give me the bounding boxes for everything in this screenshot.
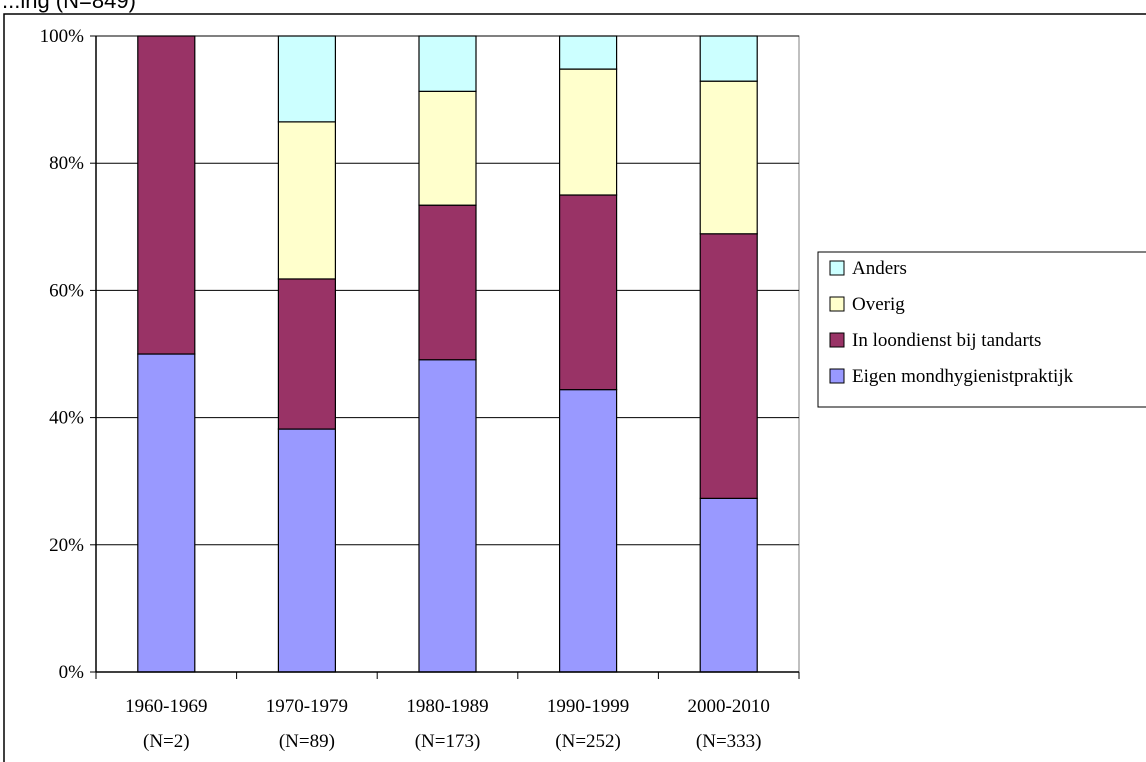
bar-segment (700, 81, 757, 234)
x-tick-sublabel: (N=89) (279, 731, 335, 752)
legend-label: Eigen mondhygienistpraktijk (852, 366, 1074, 387)
y-tick-label: 20% (49, 535, 84, 556)
legend-label: Overig (852, 294, 905, 315)
bar-segment (138, 36, 195, 354)
legend-label: Anders (852, 258, 907, 279)
x-tick-sublabel: (N=173) (415, 731, 481, 752)
bar-segment (560, 69, 617, 195)
legend-swatch (830, 261, 844, 275)
x-tick-label: 1970-1979 (266, 696, 348, 717)
x-tick-sublabel: (N=333) (696, 731, 762, 752)
bar-segment (560, 195, 617, 390)
y-axis: 0% 20% 40% 60% 80% 100% (40, 26, 96, 683)
bar-segment (419, 205, 476, 360)
x-tick-label: 2000-2010 (688, 696, 770, 717)
bar-segment (560, 36, 617, 69)
y-tick-label: 0% (59, 662, 85, 683)
bar-segment (419, 360, 476, 672)
bar-segment (278, 122, 335, 279)
x-tick-sublabel: (N=252) (555, 731, 621, 752)
bar-segment (138, 354, 195, 672)
bar-segment (419, 36, 476, 91)
bar-segment (700, 234, 757, 499)
bar-segment (700, 498, 757, 672)
legend-swatch (830, 297, 844, 311)
bar-segment (278, 36, 335, 122)
y-tick-label: 80% (49, 153, 84, 174)
legend-swatch (830, 369, 844, 383)
x-tick-label: 1980-1989 (406, 696, 488, 717)
legend-label: In loondienst bij tandarts (852, 330, 1041, 351)
chart-title: ...ing (N=849) (2, 0, 136, 13)
y-tick-label: 40% (49, 408, 84, 429)
y-tick-label: 100% (40, 26, 85, 47)
legend-swatch (830, 333, 844, 347)
x-axis: 1960-1969 (N=2) 1970-1979 (N=89) 1980-1989 (N… (96, 672, 799, 752)
y-tick-label: 60% (49, 280, 84, 301)
x-tick-label: 1960-1969 (125, 696, 207, 717)
bar-segment (419, 91, 476, 205)
legend: Anders Overig In loondienst bij tandarts Ei… (818, 252, 1146, 407)
x-tick-sublabel: (N=2) (143, 731, 190, 752)
bar-segment (700, 36, 757, 81)
bar-segment (560, 390, 617, 672)
bar-segment (278, 429, 335, 672)
x-tick-label: 1990-1999 (547, 696, 629, 717)
bar-segment (278, 279, 335, 429)
